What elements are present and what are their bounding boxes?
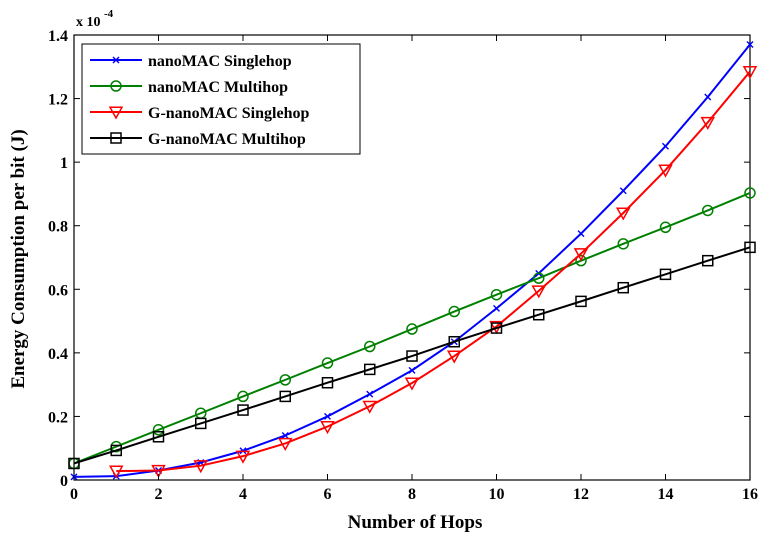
axis-ticks: 0 2 4 6 8 10 12 14 16 0 0.2 0.4 0.6 0.8 1 1.2 1.4 (48, 28, 758, 503)
data-point (237, 404, 249, 416)
data-point (279, 374, 291, 386)
x-tick-label: 14 (658, 486, 674, 503)
y-multiplier-exponent: -4 (104, 8, 114, 20)
y-tick-label: 1.2 (48, 92, 68, 109)
data-point (659, 221, 672, 234)
data-point (108, 465, 124, 479)
y-multiplier: x 10 -4 (76, 8, 114, 30)
data-point (746, 41, 754, 49)
series-g-nanomac-multihop (68, 241, 756, 470)
legend-entry: nanoMAC Singlehop (90, 53, 292, 70)
data-point (68, 457, 80, 470)
series-line (73, 192, 751, 465)
data-point (324, 412, 331, 420)
data-point (577, 230, 585, 238)
data-point (404, 377, 420, 391)
legend-label: G-nanoMAC Singlehop (148, 105, 309, 122)
data-point (702, 254, 714, 267)
data-point (448, 335, 460, 348)
data-point (152, 424, 165, 436)
data-point (195, 417, 207, 430)
y-tick-label: 0.6 (48, 282, 68, 299)
legend-label: G-nanoMAC Multihop (148, 131, 306, 148)
data-point (742, 66, 758, 80)
y-tick-label: 0.8 (48, 219, 68, 236)
data-point (617, 281, 629, 294)
data-point (406, 350, 418, 362)
data-point (364, 363, 376, 376)
legend: nanoMAC Singlehop nanoMAC Multihop G-nanoM… (81, 43, 361, 155)
data-point (151, 464, 166, 479)
data-point (619, 187, 627, 195)
x-tick-label: 10 (489, 486, 505, 503)
legend-label: nanoMAC Singlehop (148, 53, 292, 70)
data-point (659, 268, 672, 281)
data-point (448, 305, 460, 318)
data-point (700, 116, 716, 130)
data-point (533, 308, 545, 321)
y-tick-label: 0 (60, 473, 68, 490)
data-point (704, 93, 712, 101)
data-point (320, 421, 335, 435)
data-point (110, 132, 122, 144)
data-point (281, 432, 289, 439)
y-tick-label: 1 (60, 155, 68, 172)
data-point (446, 350, 462, 364)
data-point (235, 450, 251, 464)
data-point (615, 207, 631, 221)
legend-box (81, 43, 361, 155)
data-point (321, 376, 334, 389)
data-point (573, 248, 589, 262)
data-point (152, 431, 165, 443)
y-axis-label: Energy Consumption per bit (J) (8, 129, 29, 388)
data-point (364, 340, 376, 353)
y-tick-label: 0.2 (48, 409, 68, 426)
data-point (406, 323, 418, 335)
x-tick-label: 16 (742, 486, 758, 503)
x-tick-label: 6 (324, 486, 332, 503)
data-point (490, 288, 503, 301)
y-tick-label: 0.4 (48, 346, 68, 363)
data-point (112, 56, 120, 64)
data-point (617, 238, 629, 250)
data-point (110, 444, 122, 457)
y-tick-label: 1.4 (48, 28, 68, 45)
legend-entry: G-nanoMAC Singlehop (90, 105, 309, 122)
data-point (110, 80, 122, 92)
data-point (575, 295, 587, 308)
data-point (237, 390, 249, 403)
data-point (193, 460, 209, 474)
data-point (662, 142, 669, 150)
x-tick-label: 4 (239, 486, 247, 503)
data-point (321, 357, 334, 369)
data-point (490, 322, 503, 334)
data-point (279, 390, 291, 403)
data-point (533, 272, 545, 284)
series-line (73, 246, 751, 465)
legend-label: nanoMAC Multihop (148, 79, 288, 96)
data-point (408, 366, 416, 374)
data-point (277, 437, 293, 451)
data-point (531, 285, 547, 299)
x-tick-label: 8 (408, 486, 416, 503)
data-point (493, 304, 500, 312)
y-multiplier-base: x 10 (76, 15, 101, 30)
legend-entry: nanoMAC Multihop (90, 79, 288, 96)
data-point (702, 204, 714, 217)
x-tick-label: 12 (573, 486, 589, 503)
data-point (744, 241, 756, 254)
x-tick-label: 2 (155, 486, 163, 503)
x-axis-label: Number of Hops (348, 512, 483, 533)
data-point (108, 106, 124, 120)
data-point (366, 390, 374, 398)
data-point (575, 254, 587, 267)
data-point (744, 187, 756, 199)
legend-entry: G-nanoMAC Multihop (90, 131, 306, 148)
x-tick-label: 0 (70, 486, 78, 503)
series-line (116, 70, 751, 473)
data-point (658, 164, 673, 178)
data-point (362, 400, 378, 414)
series-g-nanomac-singlehop (108, 66, 758, 479)
